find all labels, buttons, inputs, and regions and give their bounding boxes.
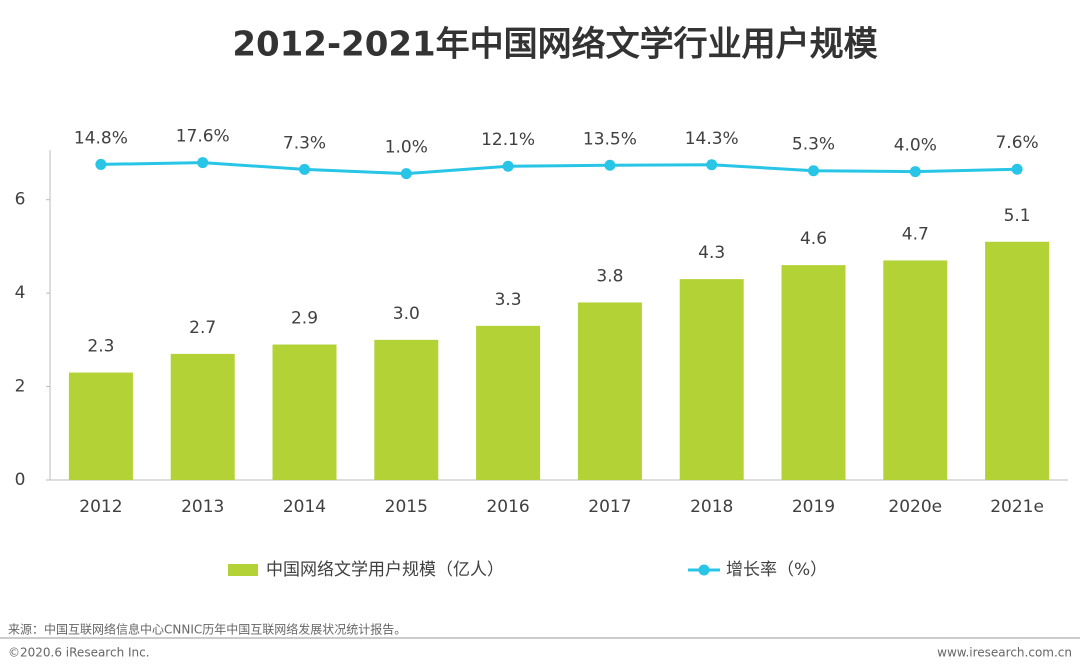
bar <box>577 302 642 480</box>
bar-label: 2.3 <box>87 337 114 357</box>
x-tick-label: 2016 <box>486 497 529 517</box>
bar <box>68 372 133 480</box>
line-marker <box>909 166 921 178</box>
bar <box>985 241 1050 480</box>
line-label: 14.8% <box>74 128 128 148</box>
website: www.iresearch.com.cn <box>937 646 1072 660</box>
bar-label: 3.8 <box>596 266 623 286</box>
line-marker <box>808 165 819 177</box>
y-tick-label: 2 <box>15 377 26 397</box>
line-marker <box>1011 163 1023 175</box>
bar <box>170 353 235 480</box>
line-label: 14.3% <box>685 129 739 149</box>
bar <box>781 265 846 480</box>
line-marker <box>502 160 514 172</box>
bar <box>374 339 439 480</box>
x-tick-label: 2018 <box>690 497 733 517</box>
legend-swatch <box>228 564 258 576</box>
line-marker <box>706 159 718 171</box>
legend-label: 增长率（%） <box>726 560 827 580</box>
x-tick-label: 2017 <box>588 497 631 517</box>
copyright: ©2020.6 iResearch Inc. <box>8 646 150 660</box>
line-marker <box>299 163 310 175</box>
line-label: 4.0% <box>894 136 937 156</box>
source-note: 来源：中国互联网络信息中心CNNIC历年中国互联网络发展状况统计报告。 <box>8 622 406 637</box>
x-tick-label: 2013 <box>181 497 224 517</box>
bar-label: 4.3 <box>698 243 725 263</box>
x-tick-label: 2020e <box>888 497 942 517</box>
x-tick-label: 2015 <box>385 497 428 517</box>
y-tick-label: 0 <box>15 470 26 490</box>
line-marker <box>95 158 107 170</box>
line-marker <box>400 168 412 180</box>
line-label: 12.1% <box>481 130 535 150</box>
bar-label: 4.6 <box>800 229 827 249</box>
line-marker <box>604 159 616 171</box>
line-label: 7.3% <box>283 133 326 153</box>
line-label: 13.5% <box>583 129 637 149</box>
bar-label: 2.7 <box>189 318 216 338</box>
x-tick-label: 2014 <box>283 497 326 517</box>
bar-label: 2.9 <box>291 309 318 329</box>
legend-swatch <box>698 564 710 576</box>
growth-line <box>100 161 1018 176</box>
line-label: 17.6% <box>176 127 230 147</box>
y-tick-label: 6 <box>15 190 26 210</box>
bar <box>679 279 744 480</box>
line-marker <box>197 157 209 169</box>
line-label: 1.0% <box>385 138 428 158</box>
bar-label: 4.7 <box>902 224 929 244</box>
line-label: 5.3% <box>792 135 835 155</box>
x-tick-label: 2019 <box>792 497 835 517</box>
bar <box>883 260 948 480</box>
line-label: 7.6% <box>995 133 1038 153</box>
y-tick-label: 4 <box>15 283 26 303</box>
bar-label: 3.3 <box>495 290 522 310</box>
bar <box>476 325 541 480</box>
x-tick-label: 2012 <box>79 497 122 517</box>
bar-label: 3.0 <box>393 304 420 324</box>
bar <box>272 344 337 480</box>
legend-label: 中国网络文学用户规模（亿人） <box>266 560 504 580</box>
x-tick-label: 2021e <box>990 497 1044 517</box>
bar-label: 5.1 <box>1004 206 1031 226</box>
chart-title: 2012-2021年中国网络文学行业用户规模 <box>232 25 877 65</box>
